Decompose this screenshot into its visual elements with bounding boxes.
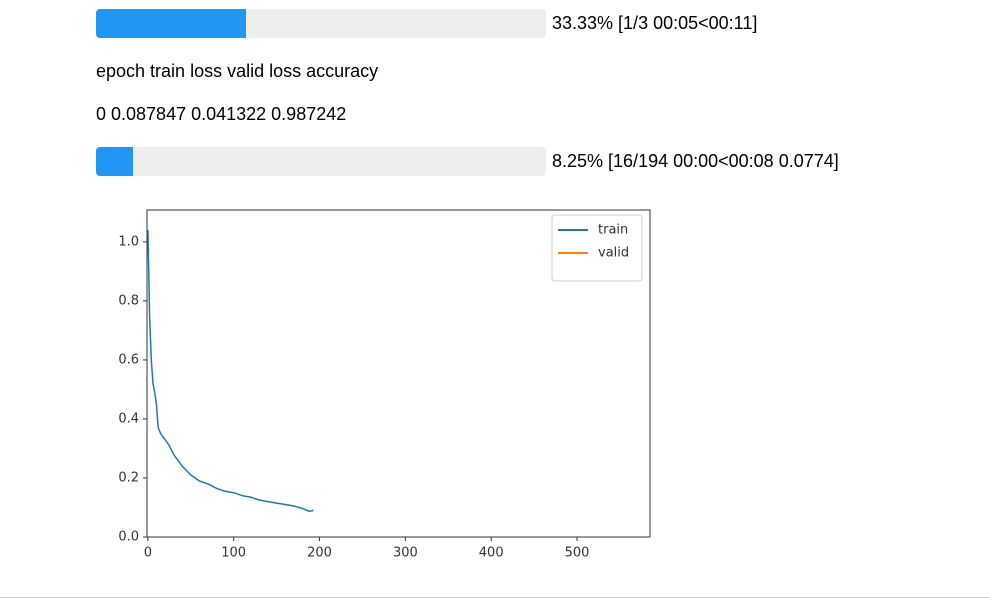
header-cell: valid loss <box>227 61 302 81</box>
progress-fill <box>96 9 246 38</box>
legend-label: train <box>598 223 628 238</box>
line <box>147 230 314 513</box>
progress-label: 8.25% [16/194 00:00<00:08 0.0774] <box>552 151 839 171</box>
x-tick-label: 400 <box>479 546 504 561</box>
cell: 0 <box>96 104 107 124</box>
chart: 0.0 0.2 0.4 0.6 0.8 1.0 0 100 200 300 400 500 train v… <box>118 209 651 561</box>
x-tick-label: 200 <box>307 546 332 561</box>
y-tick-label: 0.0 <box>118 530 139 545</box>
y-tick-label: 0.2 <box>118 470 139 485</box>
progress-bar <box>96 147 546 176</box>
x-tick-label: 300 <box>393 546 418 561</box>
x-tick-label: 500 <box>565 546 590 561</box>
header-cell: epoch <box>96 61 146 81</box>
y-tick-label: 0.4 <box>118 411 139 426</box>
divider <box>0 597 989 598</box>
x-tick-label: 100 <box>221 546 246 561</box>
y-tick-label: 0.6 <box>118 352 139 367</box>
legend-label: valid <box>598 246 629 261</box>
progress-bar <box>96 9 546 38</box>
header-cell: accuracy <box>306 61 379 81</box>
legend <box>551 214 643 282</box>
y-tick-label: 0.8 <box>118 293 139 308</box>
x-tick-label: 0 <box>144 546 152 561</box>
cell: 0.987242 <box>271 104 347 124</box>
table-row: 0 0.087847 0.041322 0.987242 <box>96 104 351 125</box>
cell: 0.087847 <box>111 104 187 124</box>
progress-label: 33.33% [1/3 00:05<00:11] <box>552 13 758 33</box>
cell: 0.041322 <box>191 104 267 124</box>
table-header: epoch train loss valid loss accuracy <box>96 61 383 82</box>
axes-frame <box>146 209 651 538</box>
header-cell: train loss <box>150 61 223 81</box>
y-tick-label: 1.0 <box>118 234 139 249</box>
progress-fill <box>96 147 134 176</box>
